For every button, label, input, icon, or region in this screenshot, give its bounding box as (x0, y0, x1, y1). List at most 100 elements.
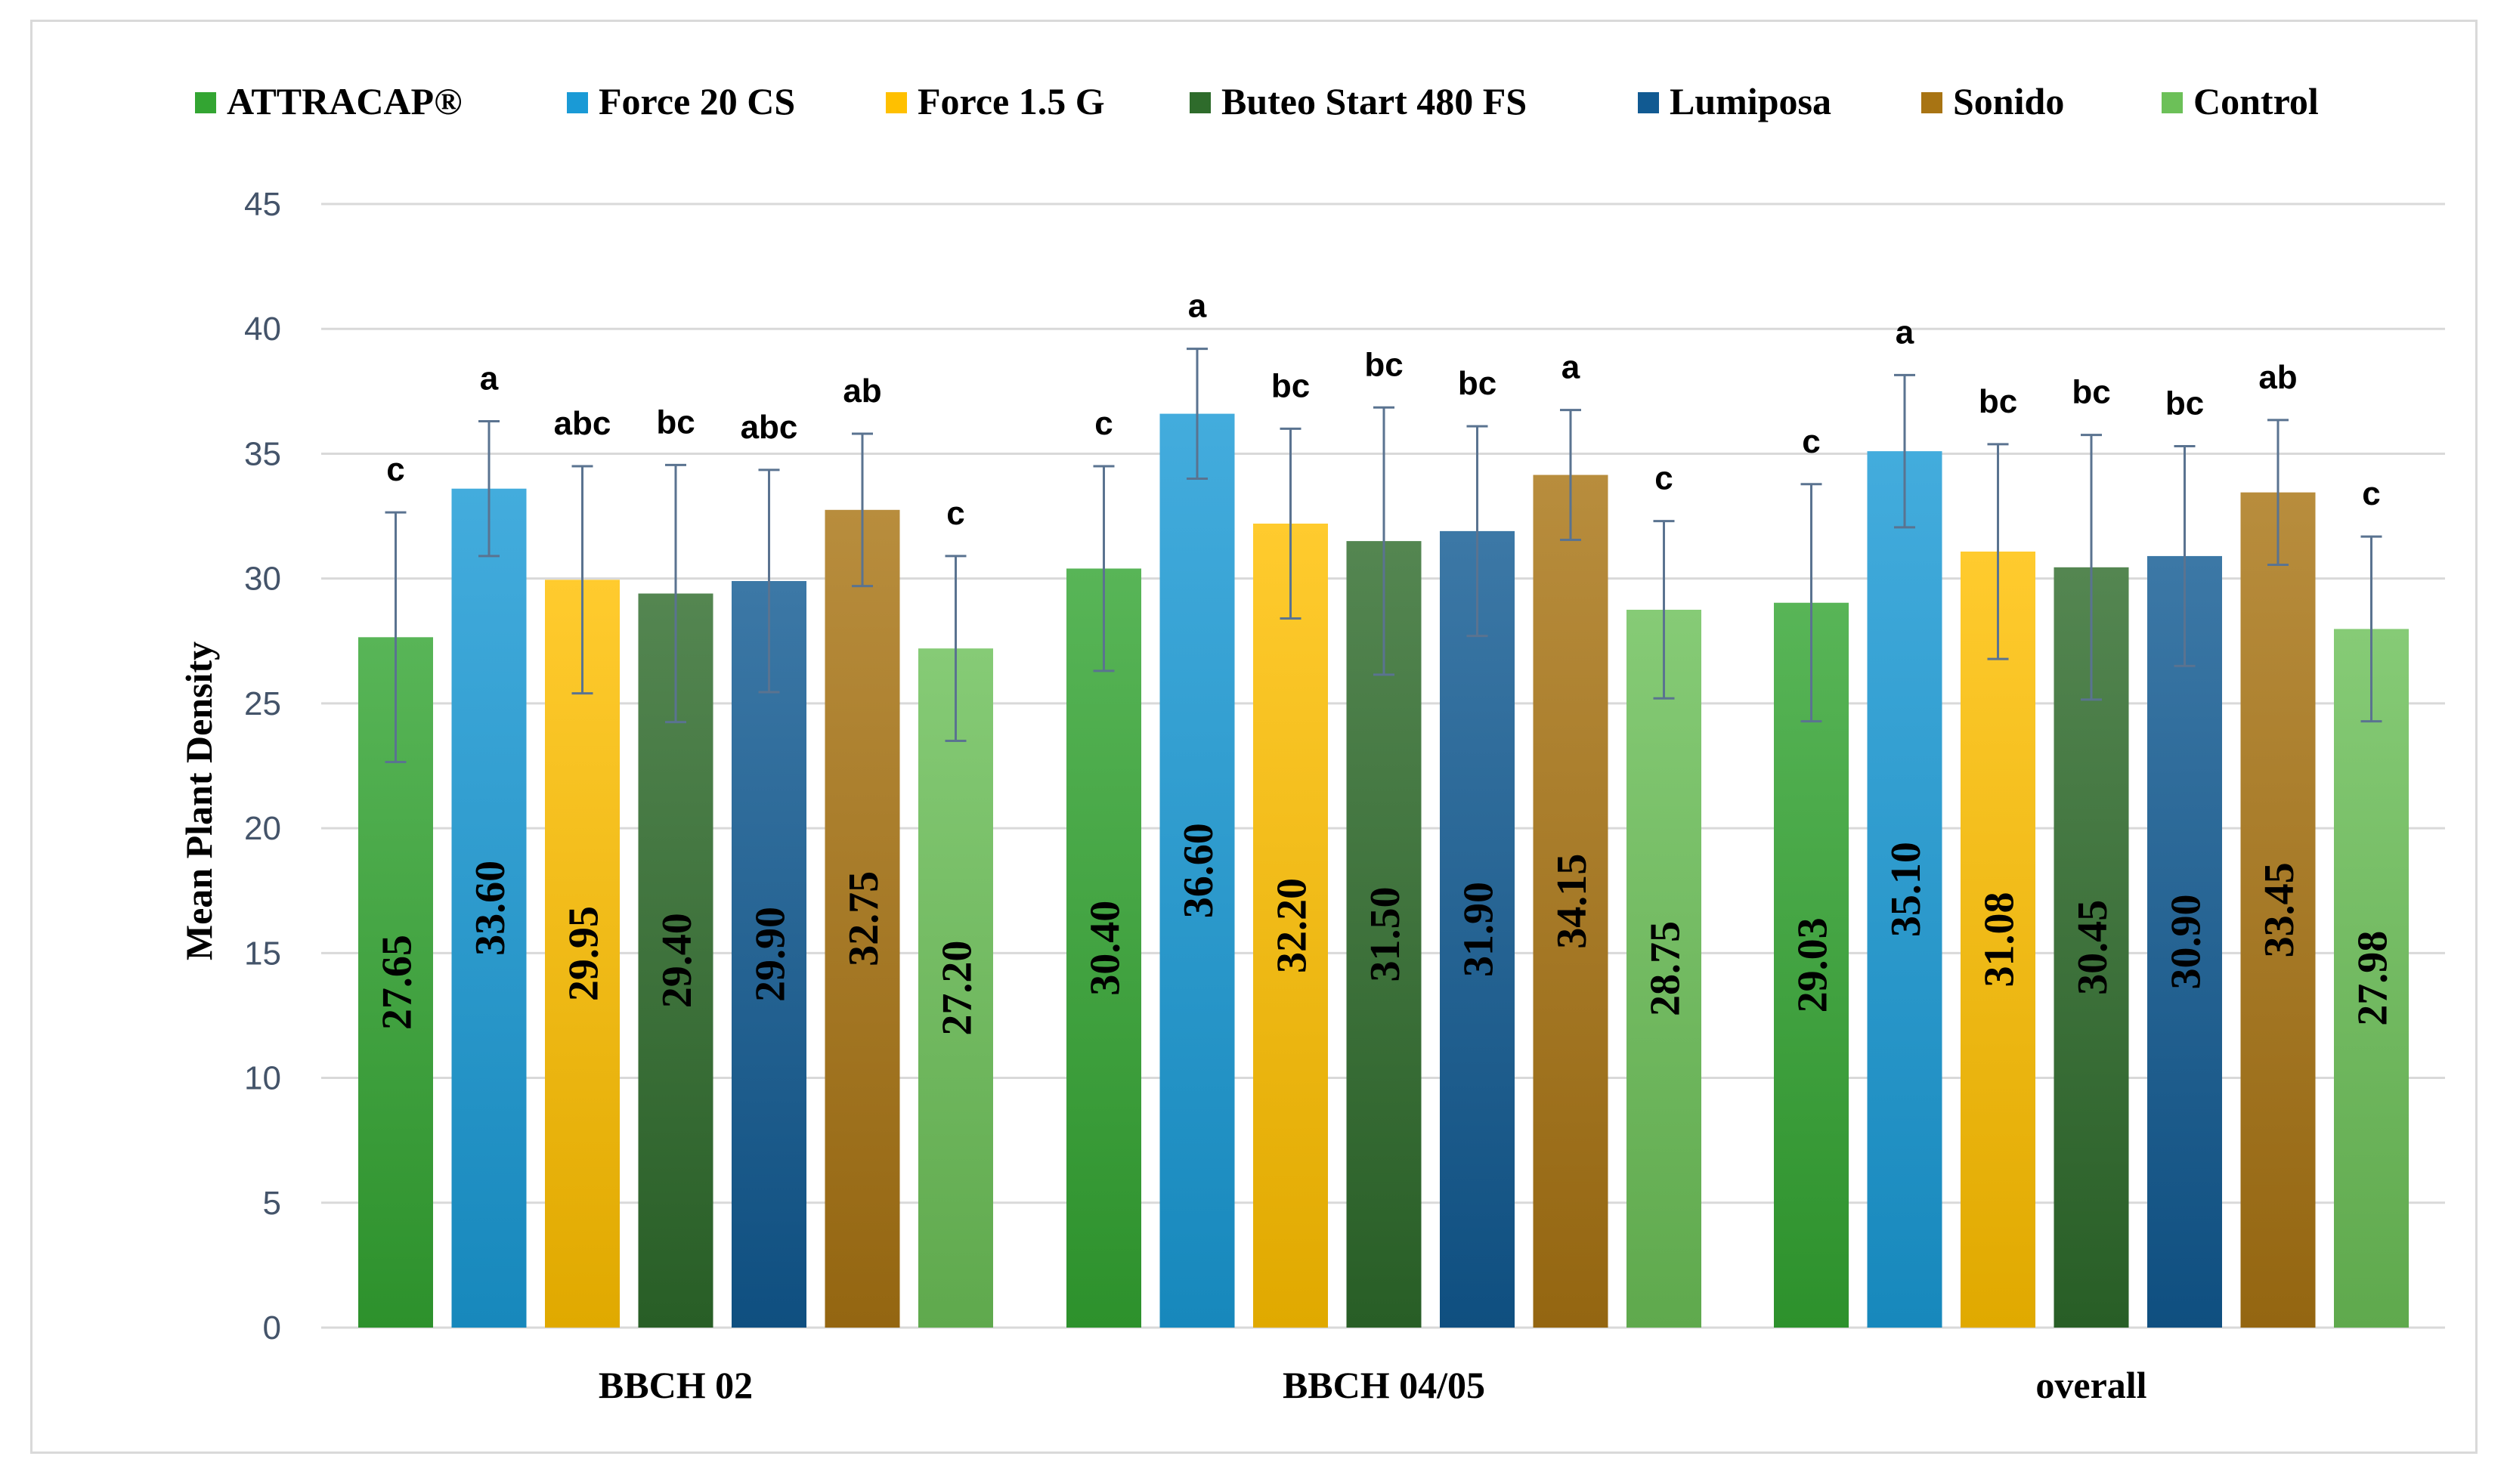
legend: ATTRACAP® Force 20 CS Force 1.5 G Buteo Sta… (195, 80, 2319, 122)
significance-label: c (1654, 460, 1673, 497)
legend-item: Force 20 CS (567, 80, 795, 122)
bars: c27.65a33.60abc29.95bc29.40abc29.90ab32.… (358, 288, 2409, 1328)
data-label: 28.75 (1642, 921, 1689, 1016)
y-tick-label: 45 (244, 186, 281, 223)
significance-label: bc (1271, 367, 1310, 404)
significance-label: bc (1364, 346, 1403, 383)
significance-label: bc (2072, 374, 2110, 411)
y-tick-label: 35 (244, 435, 281, 472)
y-tick-label: 30 (244, 561, 281, 598)
bar (1066, 568, 1141, 1328)
chart-frame (30, 20, 2478, 1454)
bar (2240, 492, 2316, 1328)
data-label: 36.60 (1175, 823, 1222, 918)
y-axis-label: Mean Plant Density (178, 642, 220, 960)
legend-swatch (886, 92, 907, 113)
data-label: 29.95 (561, 906, 608, 1001)
y-tick-label: 5 (263, 1185, 281, 1222)
legend-swatch (2162, 92, 2183, 113)
y-axis-ticks: 0 5 10 15 20 25 30 35 40 45 (244, 186, 281, 1346)
bar (918, 648, 993, 1328)
legend-item: Sonido (1921, 80, 2064, 122)
legend-swatch (567, 92, 588, 113)
significance-label: a (1188, 288, 1207, 325)
legend-item: ATTRACAP® (195, 80, 462, 122)
data-label: 31.08 (1976, 892, 2023, 987)
data-label: 27.98 (2350, 931, 2397, 1026)
data-label: 34.15 (1549, 854, 1596, 949)
data-label: 30.40 (1082, 901, 1129, 996)
bar (451, 488, 527, 1328)
significance-label: bc (656, 403, 695, 441)
x-category-label: overall (2035, 1364, 2146, 1406)
bar (1440, 530, 1515, 1328)
y-tick-label: 40 (244, 311, 281, 348)
significance-label: c (2362, 475, 2380, 512)
bar (732, 580, 806, 1328)
legend-swatch (195, 92, 216, 113)
data-label: 27.65 (374, 935, 421, 1030)
y-tick-label: 20 (244, 810, 281, 847)
x-category-label: BBCH 04/05 (1283, 1364, 1485, 1406)
bar (1961, 551, 2035, 1328)
bar (545, 580, 620, 1328)
data-label: 29.40 (654, 913, 701, 1008)
bar (825, 509, 900, 1328)
data-label: 31.90 (1456, 882, 1503, 977)
significance-label: a (480, 360, 499, 397)
significance-label: bc (2165, 385, 2204, 422)
bar (2334, 629, 2409, 1328)
bar (1626, 609, 1701, 1328)
legend-item: Buteo Start 480 FS (1190, 80, 1527, 122)
data-label: 29.03 (1790, 917, 1837, 1013)
legend-label: ATTRACAP® (227, 80, 462, 122)
legend-label: Buteo Start 480 FS (1221, 80, 1527, 122)
significance-label: c (946, 495, 964, 532)
x-axis-categories: BBCH 02 BBCH 04/05 overall (599, 1364, 2147, 1406)
significance-label: a (1896, 314, 1914, 351)
y-tick-label: 10 (244, 1060, 281, 1097)
bar (1867, 451, 1942, 1328)
data-label: 30.45 (2069, 900, 2116, 995)
bar (1253, 523, 1328, 1328)
significance-label: c (1094, 405, 1113, 442)
y-tick-label: 25 (244, 685, 281, 722)
y-tick-label: 15 (244, 935, 281, 972)
significance-label: abc (554, 405, 611, 442)
legend-item: Control (2162, 80, 2319, 122)
x-category-label: BBCH 02 (599, 1364, 753, 1406)
data-label: 32.20 (1269, 878, 1316, 973)
significance-label: bc (1458, 365, 1496, 402)
legend-item: Lumiposa (1638, 80, 1831, 122)
legend-label: Force 1.5 G (918, 80, 1105, 122)
data-label: 33.60 (467, 861, 514, 956)
significance-label: c (386, 451, 404, 488)
legend-label: Control (2193, 80, 2319, 122)
significance-label: c (1802, 423, 1820, 460)
significance-label: ab (2258, 359, 2297, 396)
y-tick-label: 0 (263, 1309, 281, 1346)
data-label: 31.50 (1362, 887, 1409, 982)
significance-label: a (1561, 349, 1580, 386)
data-label: 29.90 (747, 907, 794, 1002)
legend-label: Force 20 CS (599, 80, 795, 122)
data-label: 30.90 (2163, 894, 2210, 989)
legend-label: Lumiposa (1670, 80, 1831, 122)
legend-swatch (1190, 92, 1211, 113)
data-label: 33.45 (2256, 862, 2303, 957)
data-label: 32.75 (840, 871, 887, 966)
bar (1533, 475, 1608, 1328)
legend-label: Sonido (1953, 80, 2064, 122)
significance-label: ab (843, 373, 881, 410)
legend-item: Force 1.5 G (886, 80, 1105, 122)
bar (2147, 555, 2222, 1328)
bar (1774, 602, 1849, 1328)
significance-label: abc (741, 409, 798, 446)
bar (1159, 413, 1235, 1328)
legend-swatch (1638, 92, 1659, 113)
data-label: 35.10 (1883, 842, 1930, 937)
legend-swatch (1921, 92, 1942, 113)
significance-label: bc (1979, 383, 2017, 420)
data-label: 27.20 (934, 941, 981, 1036)
